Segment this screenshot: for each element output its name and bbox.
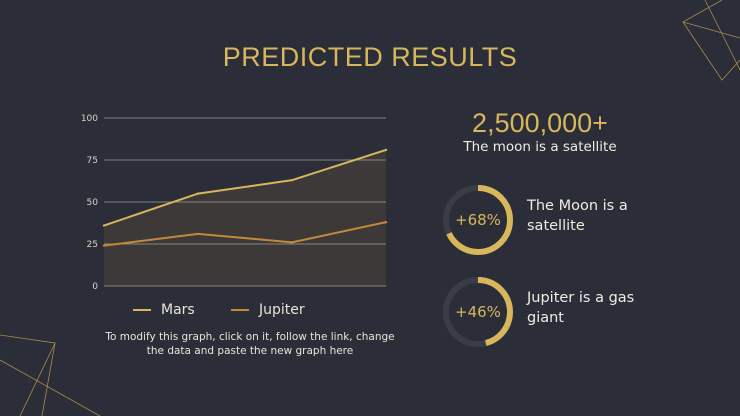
area-fill <box>104 149 386 286</box>
data-point-mars <box>102 224 106 227</box>
highlight-value: 2,500,000+ <box>472 108 608 138</box>
data-point-jupiter <box>102 244 106 247</box>
note-line-2: the data and paste the new graph here <box>146 345 354 357</box>
y-tick-label: 0 <box>92 282 98 292</box>
legend-swatch-jupiter <box>231 309 249 311</box>
legend-item-jupiter: Jupiter <box>231 300 305 320</box>
stat-jupiter: +46% Jupiter is a gas giant <box>440 274 730 350</box>
data-point-mars <box>196 192 200 195</box>
stat-label-moon-line-2: satellite <box>527 218 585 234</box>
stat-label-moon-line-1: The Moon is a <box>527 198 628 214</box>
stat-label-jupiter: Jupiter is a gas giant <box>527 288 707 328</box>
y-tick-label: 100 <box>81 114 98 124</box>
stat-label-moon: The Moon is a satellite <box>527 196 707 236</box>
legend-item-mars: Mars <box>133 300 195 320</box>
data-point-jupiter <box>290 241 294 244</box>
legend-swatch-mars <box>133 309 151 311</box>
y-tick-label: 50 <box>87 198 99 208</box>
data-point-jupiter <box>196 232 200 236</box>
progress-ring-moon <box>443 185 513 255</box>
progress-ring-jupiter <box>443 277 513 347</box>
series-line-jupiter <box>103 221 387 247</box>
data-point-mars <box>290 178 294 182</box>
page-title: PREDICTED RESULTS <box>222 42 518 72</box>
legend-label-mars: Mars <box>161 302 195 318</box>
series-line-mars <box>103 148 387 227</box>
stat-label-jupiter-line-1: Jupiter is a gas <box>527 290 635 306</box>
stat-percent-moon: +68% <box>455 211 501 229</box>
y-tick-label: 75 <box>87 156 98 166</box>
stat-moon: +68% The Moon is a satellite <box>440 182 730 258</box>
line-area-chart[interactable]: 0 25 50 75 100 <box>70 108 400 298</box>
data-point-jupiter <box>384 220 388 224</box>
note-line-1: To modify this graph, click on it, follo… <box>105 331 395 343</box>
chart-instructions: To modify this graph, click on it, follo… <box>80 330 420 358</box>
stat-percent-jupiter: +46% <box>455 303 501 321</box>
data-point-mars <box>384 148 388 152</box>
y-tick-label: 25 <box>87 240 98 250</box>
highlight-caption: The moon is a satellite <box>463 139 617 155</box>
stat-label-jupiter-line-2: giant <box>527 310 564 326</box>
legend-label-jupiter: Jupiter <box>259 302 305 318</box>
